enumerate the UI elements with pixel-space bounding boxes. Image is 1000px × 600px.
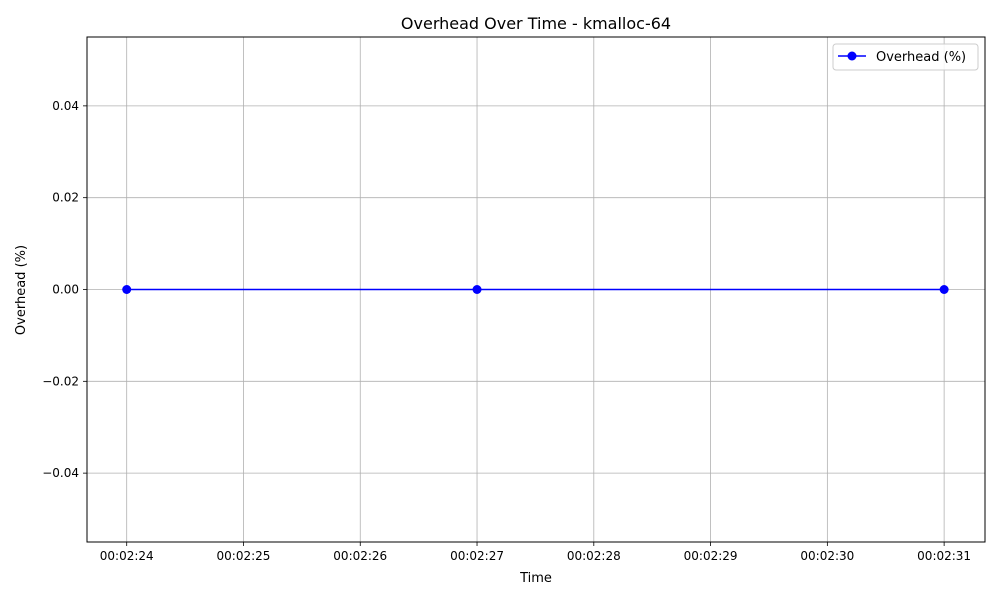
y-tick-label: −0.04 — [42, 466, 79, 480]
x-tick-label: 00:02:26 — [333, 549, 387, 563]
legend-box — [832, 43, 979, 71]
data-point — [122, 285, 132, 294]
y-tick-label: −0.02 — [42, 374, 79, 388]
series-layer — [122, 285, 949, 294]
x-tick-label: 00:02:29 — [684, 549, 738, 563]
y-tick-label: 0.04 — [52, 99, 79, 113]
x-axis-title: Time — [519, 571, 552, 586]
legend-marker-swatch — [847, 51, 857, 61]
y-tick-label: 0.00 — [52, 283, 79, 297]
x-tick-label: 00:02:24 — [100, 549, 154, 563]
data-point — [939, 285, 949, 294]
x-tick-label: 00:02:31 — [917, 549, 971, 563]
y-tick-label: 0.02 — [52, 191, 79, 205]
data-point — [472, 285, 482, 294]
x-axis: 00:02:24 00:02:25 00:02:26 00:02:27 00:02:28… — [100, 542, 971, 563]
y-axis-title: Overhead (%) — [14, 245, 29, 335]
legend-label-overhead: Overhead (%) — [876, 50, 966, 65]
x-tick-label: 00:02:28 — [567, 549, 621, 563]
y-axis: 0.04 0.02 0.00 −0.02 −0.04 — [42, 99, 87, 480]
x-tick-label: 00:02:27 — [450, 549, 504, 563]
legend: Overhead (%) — [832, 43, 979, 71]
chart-title: Overhead Over Time - kmalloc-64 — [401, 14, 671, 33]
x-tick-label: 00:02:30 — [800, 549, 854, 563]
x-tick-label: 00:02:25 — [217, 549, 271, 563]
